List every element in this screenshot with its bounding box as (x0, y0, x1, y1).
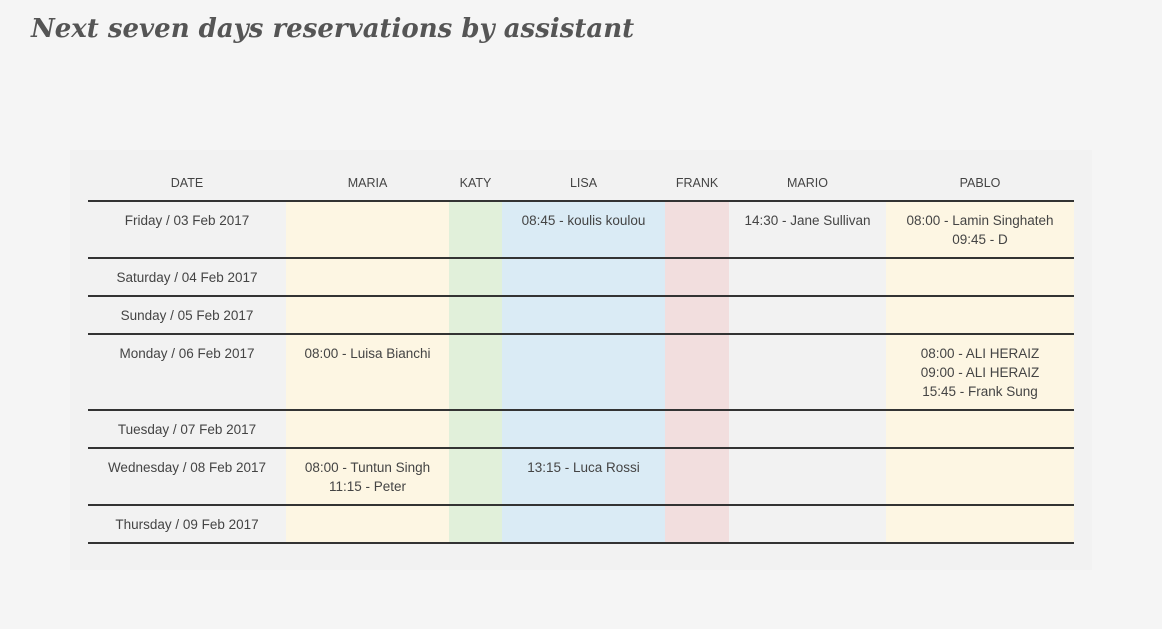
cell-katy (449, 505, 502, 544)
cell-maria (286, 201, 449, 259)
date-cell: Thursday / 09 Feb 2017 (88, 505, 286, 544)
reservations-table: DATE MARIA KATY LISA FRANK MARIO PABLO F… (88, 166, 1074, 544)
cell-pablo (886, 258, 1074, 297)
table-row: Friday / 03 Feb 2017 08:45 - koulis koulo… (88, 201, 1074, 259)
cell-maria (286, 505, 449, 544)
page-title: Next seven days reservations by assistan… (31, 14, 635, 44)
cell-lisa (502, 334, 665, 411)
date-cell: Sunday / 05 Feb 2017 (88, 296, 286, 335)
column-header-frank: FRANK (665, 166, 729, 202)
reservation-entry[interactable]: 08:00 - Lamin Singhateh (906, 213, 1054, 228)
cell-lisa (502, 505, 665, 544)
cell-katy (449, 334, 502, 411)
cell-frank (665, 448, 729, 506)
cell-pablo (886, 505, 1074, 544)
table-row: Tuesday / 07 Feb 2017 (88, 410, 1074, 449)
cell-pablo (886, 410, 1074, 449)
table-row: Saturday / 04 Feb 2017 (88, 258, 1074, 297)
cell-frank (665, 334, 729, 411)
reservation-entry[interactable]: 13:15 - Luca Rossi (527, 460, 640, 475)
date-cell: Monday / 06 Feb 2017 (88, 334, 286, 411)
cell-mario (729, 448, 886, 506)
cell-mario (729, 334, 886, 411)
cell-frank (665, 296, 729, 335)
reservation-entry[interactable]: 09:00 - ALI HERAIZ (920, 365, 1040, 380)
reservation-entry[interactable]: 15:45 - Frank Sung (922, 384, 1038, 399)
cell-katy (449, 258, 502, 297)
cell-lisa (502, 410, 665, 449)
cell-pablo: 08:00 - Lamin Singhateh 09:45 - D (886, 201, 1074, 259)
reservation-entry[interactable]: 08:45 - koulis koulou (521, 213, 646, 228)
reservation-entry[interactable]: 14:30 - Jane Sullivan (744, 213, 871, 228)
table-row: Monday / 06 Feb 2017 08:00 - Luisa Bianch… (88, 334, 1074, 411)
date-cell: Friday / 03 Feb 2017 (88, 201, 286, 259)
cell-katy (449, 201, 502, 259)
cell-lisa: 13:15 - Luca Rossi (502, 448, 665, 506)
cell-katy (449, 448, 502, 506)
reservation-entry[interactable]: 08:00 - Tuntun Singh (304, 460, 431, 475)
cell-pablo (886, 448, 1074, 506)
cell-lisa (502, 258, 665, 297)
cell-katy (449, 296, 502, 335)
column-header-katy: KATY (449, 166, 502, 202)
cell-lisa: 08:45 - koulis koulou (502, 201, 665, 259)
cell-frank (665, 258, 729, 297)
table-row: Wednesday / 08 Feb 2017 08:00 - Tuntun Si… (88, 448, 1074, 506)
date-cell: Saturday / 04 Feb 2017 (88, 258, 286, 297)
column-header-date: DATE (88, 166, 286, 202)
reservation-entry[interactable]: 08:00 - ALI HERAIZ (920, 346, 1040, 361)
table-row: Thursday / 09 Feb 2017 (88, 505, 1074, 544)
cell-pablo: 08:00 - ALI HERAIZ 09:00 - ALI HERAIZ 15:4… (886, 334, 1074, 411)
cell-maria: 08:00 - Tuntun Singh 11:15 - Peter (286, 448, 449, 506)
cell-maria (286, 410, 449, 449)
cell-frank (665, 410, 729, 449)
column-header-maria: MARIA (286, 166, 449, 202)
column-header-lisa: LISA (502, 166, 665, 202)
cell-mario (729, 410, 886, 449)
cell-maria (286, 296, 449, 335)
cell-mario (729, 505, 886, 544)
column-header-mario: MARIO (729, 166, 886, 202)
cell-maria (286, 258, 449, 297)
table-row: Sunday / 05 Feb 2017 (88, 296, 1074, 335)
cell-maria: 08:00 - Luisa Bianchi (286, 334, 449, 411)
cell-lisa (502, 296, 665, 335)
reservation-entry[interactable]: 11:15 - Peter (328, 479, 407, 494)
cell-frank (665, 201, 729, 259)
cell-mario (729, 296, 886, 335)
header-row: DATE MARIA KATY LISA FRANK MARIO PABLO (88, 166, 1074, 202)
cell-mario: 14:30 - Jane Sullivan (729, 201, 886, 259)
date-cell: Wednesday / 08 Feb 2017 (88, 448, 286, 506)
cell-frank (665, 505, 729, 544)
column-header-pablo: PABLO (886, 166, 1074, 202)
reservation-entry[interactable]: 08:00 - Luisa Bianchi (304, 346, 431, 361)
cell-katy (449, 410, 502, 449)
reservation-entry[interactable]: 09:45 - D (952, 232, 1008, 247)
cell-mario (729, 258, 886, 297)
cell-pablo (886, 296, 1074, 335)
date-cell: Tuesday / 07 Feb 2017 (88, 410, 286, 449)
